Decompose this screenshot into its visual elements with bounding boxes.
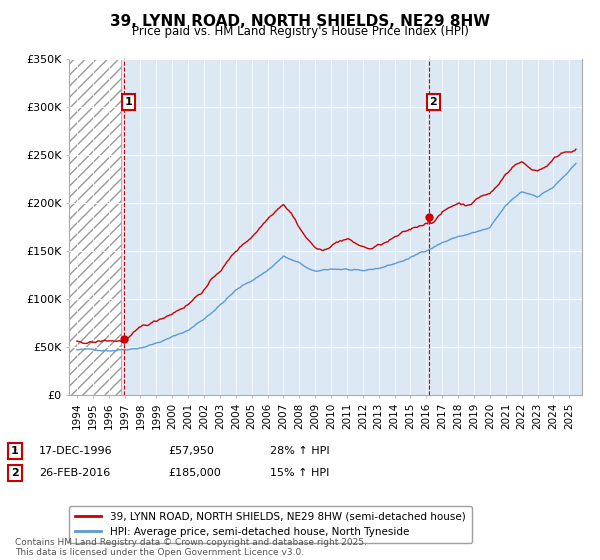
Text: 1: 1 [11, 446, 19, 456]
Text: 17-DEC-1996: 17-DEC-1996 [39, 446, 113, 456]
Text: 2: 2 [11, 468, 19, 478]
Text: 26-FEB-2016: 26-FEB-2016 [39, 468, 110, 478]
Text: 15% ↑ HPI: 15% ↑ HPI [270, 468, 329, 478]
Text: 39, LYNN ROAD, NORTH SHIELDS, NE29 8HW: 39, LYNN ROAD, NORTH SHIELDS, NE29 8HW [110, 14, 490, 29]
Text: Price paid vs. HM Land Registry's House Price Index (HPI): Price paid vs. HM Land Registry's House … [131, 25, 469, 38]
Text: 1: 1 [125, 97, 133, 107]
Legend: 39, LYNN ROAD, NORTH SHIELDS, NE29 8HW (semi-detached house), HPI: Average price: 39, LYNN ROAD, NORTH SHIELDS, NE29 8HW (… [69, 506, 472, 543]
Text: £57,950: £57,950 [168, 446, 214, 456]
Text: 2: 2 [430, 97, 437, 107]
Text: Contains HM Land Registry data © Crown copyright and database right 2025.
This d: Contains HM Land Registry data © Crown c… [15, 538, 367, 557]
Bar [69, 59, 121, 395]
Text: 28% ↑ HPI: 28% ↑ HPI [270, 446, 329, 456]
Text: £185,000: £185,000 [168, 468, 221, 478]
